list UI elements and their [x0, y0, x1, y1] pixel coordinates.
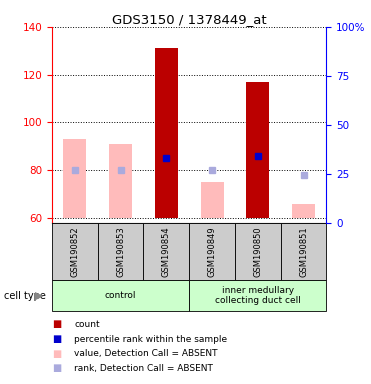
Text: GSM190850: GSM190850 [253, 226, 262, 277]
Text: count: count [74, 320, 100, 329]
Bar [235, 223, 281, 280]
Text: GSM190854: GSM190854 [162, 226, 171, 277]
Bar [144, 223, 189, 280]
Bar [189, 223, 235, 280]
Text: ■: ■ [52, 334, 61, 344]
Bar [109, 144, 132, 218]
Text: GSM190852: GSM190852 [70, 226, 79, 277]
Text: ■: ■ [52, 319, 61, 329]
Text: ■: ■ [52, 363, 61, 373]
Bar [98, 223, 144, 280]
Text: ■: ■ [52, 349, 61, 359]
Text: ▶: ▶ [35, 291, 44, 301]
Text: control: control [105, 291, 136, 300]
Bar [201, 182, 223, 218]
Bar [52, 280, 189, 311]
Bar [189, 280, 326, 311]
Bar [63, 139, 86, 218]
Text: GSM190849: GSM190849 [208, 226, 217, 277]
Bar [52, 223, 98, 280]
Text: inner medullary
collecting duct cell: inner medullary collecting duct cell [215, 286, 301, 305]
Bar [292, 204, 315, 218]
Title: GDS3150 / 1378449_at: GDS3150 / 1378449_at [112, 13, 266, 26]
Text: cell type: cell type [4, 291, 46, 301]
Bar [246, 82, 269, 218]
Bar [155, 48, 178, 218]
Text: GSM190853: GSM190853 [116, 226, 125, 277]
Text: percentile rank within the sample: percentile rank within the sample [74, 334, 227, 344]
Text: value, Detection Call = ABSENT: value, Detection Call = ABSENT [74, 349, 218, 358]
Bar [281, 223, 326, 280]
Text: GSM190851: GSM190851 [299, 226, 308, 277]
Text: rank, Detection Call = ABSENT: rank, Detection Call = ABSENT [74, 364, 213, 373]
